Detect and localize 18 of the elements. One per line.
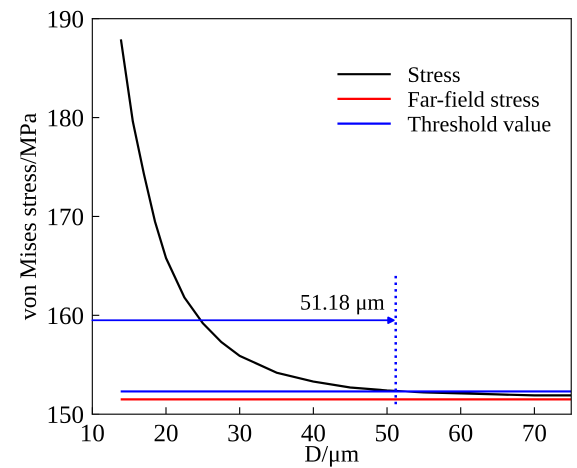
x-axis-title: D/μm <box>305 446 359 467</box>
legend-label: Far-field stress <box>408 91 539 107</box>
y-tick-label: 150 <box>48 406 84 424</box>
y-tick-label: 180 <box>48 110 84 127</box>
x-tick-label: 30 <box>228 424 252 442</box>
x-tick-label: 70 <box>524 424 546 442</box>
x-tick-label: 50 <box>376 424 399 442</box>
y-tick-label: 160 <box>48 307 84 324</box>
x-tick-label: 10 <box>82 424 104 442</box>
x-tick-label: 40 <box>301 424 325 442</box>
legend-label: Stress <box>408 67 460 82</box>
legend-label: Threshold value <box>408 116 550 132</box>
y-axis-title: von Mises stress/MPa <box>20 113 36 320</box>
y-tick-label: 190 <box>48 10 84 28</box>
y-tick-label: 170 <box>48 208 84 226</box>
x-tick-label: 20 <box>154 424 178 442</box>
annotation: 51.18 μm <box>301 294 384 314</box>
x-tick-label: 60 <box>449 424 472 442</box>
